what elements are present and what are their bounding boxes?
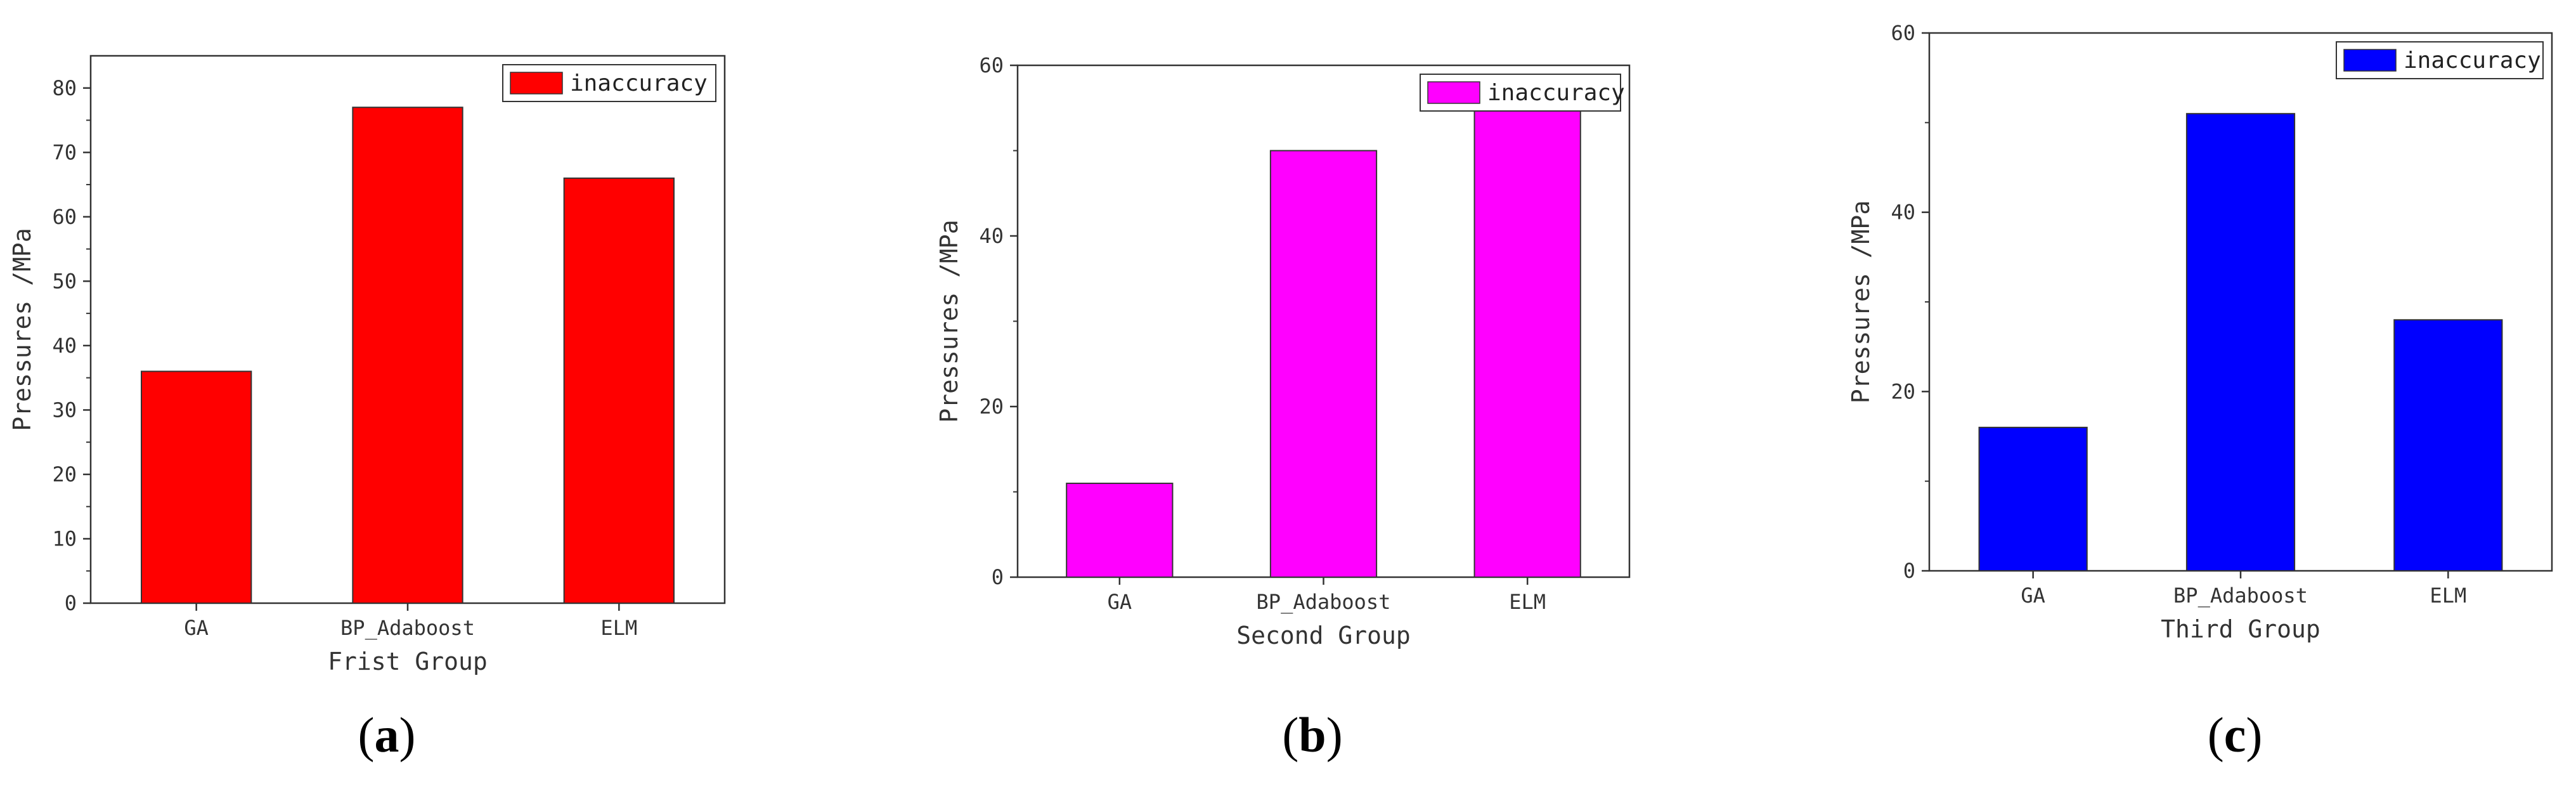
x-tick-label: ELM [600,616,637,640]
y-tick-label: 10 [52,526,77,551]
bar-ga [1978,426,2088,571]
y-axis-title: Pressures /MPa [1847,200,1875,403]
x-axis-title: Frist Group [328,648,488,675]
y-tick-label: 0 [992,565,1004,589]
y-tick-label: 80 [52,76,77,100]
bar-elm [563,177,675,604]
y-tick-label: 20 [1891,379,1915,403]
x-tick-label: BP_Adaboost [340,616,475,640]
legend-swatch [510,72,563,95]
x-tick-label: GA [1108,590,1132,614]
x-axis-title: Second Group [1236,622,1411,649]
legend: inaccuracy [1420,74,1625,112]
legend: inaccuracy [502,64,716,102]
y-tick-label: 0 [1903,559,1915,583]
bar-bp-adaboost [1269,150,1378,578]
y-tick-label: 40 [1891,200,1915,225]
y-tick-label: 40 [52,334,77,358]
x-tick-label: GA [2021,584,2045,608]
x-tick-label: BP_Adaboost [1257,590,1391,614]
legend: inaccuracy [2336,41,2544,79]
bar-bp-adaboost [2185,113,2296,571]
bar-ga [141,370,252,604]
legend-label: inaccuracy [570,70,708,96]
x-tick-label: ELM [2430,584,2466,608]
bar-elm [2393,319,2503,571]
legend-swatch [2343,49,2397,72]
x-axis-title: Third Group [2161,615,2320,643]
bar-ga [1066,483,1174,578]
y-tick-label: 20 [52,462,77,486]
y-tick-label: 60 [1891,21,1915,45]
panel-label: (b) [1282,707,1342,762]
legend-swatch [1427,81,1480,104]
y-tick-label: 0 [65,591,77,615]
y-tick-label: 70 [52,140,77,164]
legend-label: inaccuracy [2404,48,2541,74]
y-tick-label: 40 [979,224,1004,248]
y-tick-label: 60 [52,205,77,229]
y-tick-label: 20 [979,395,1004,419]
y-axis-title: Pressures /MPa [8,228,36,431]
y-tick-label: 30 [52,398,77,422]
panel-label: (c) [2208,707,2263,762]
x-tick-label: GA [184,616,209,640]
legend-label: inaccuracy [1487,80,1625,106]
y-tick-label: 50 [52,269,77,293]
panel-label: (a) [358,707,416,762]
y-axis-title: Pressures /MPa [935,219,963,422]
bar-bp-adaboost [352,107,463,604]
x-tick-label: BP_Adaboost [2173,584,2308,608]
x-tick-label: ELM [1509,590,1546,614]
y-tick-label: 60 [979,53,1004,77]
